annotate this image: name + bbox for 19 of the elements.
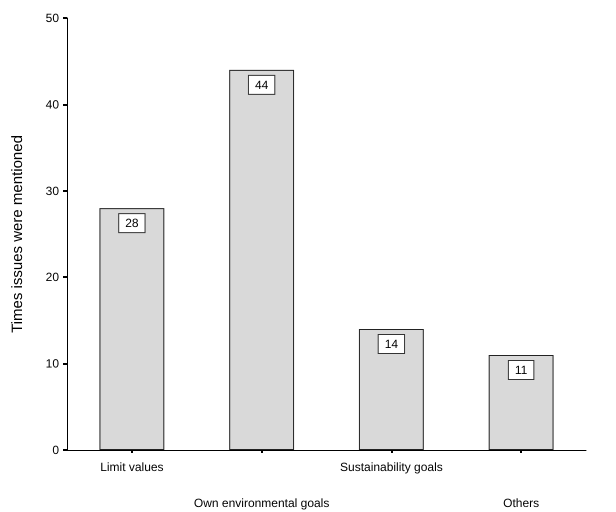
data-label: 44 bbox=[254, 78, 269, 92]
y-tick-label: 30 bbox=[46, 184, 60, 198]
y-tick-label: 50 bbox=[46, 11, 60, 25]
y-tick-label: 0 bbox=[52, 443, 60, 457]
x-tick-label: Others bbox=[503, 496, 540, 510]
y-tick-label: 20 bbox=[46, 270, 60, 284]
x-tick-label: Limit values bbox=[100, 460, 164, 474]
bar bbox=[99, 208, 164, 450]
y-axis-title: Times issues were mentioned bbox=[9, 135, 26, 333]
x-tick-label: Own environmental goals bbox=[194, 496, 330, 510]
data-label: 28 bbox=[125, 216, 139, 230]
y-tick-label: 10 bbox=[46, 356, 60, 371]
bar bbox=[488, 354, 554, 450]
x-tick-label: Sustainability goals bbox=[340, 460, 443, 474]
bar bbox=[358, 329, 424, 450]
bar bbox=[229, 70, 294, 450]
data-label: 11 bbox=[514, 362, 528, 377]
y-tick-label: 40 bbox=[46, 97, 60, 112]
data-label: 14 bbox=[384, 337, 398, 352]
